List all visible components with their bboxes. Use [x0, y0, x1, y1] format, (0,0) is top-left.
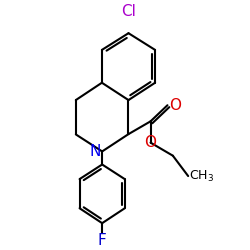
Text: O: O — [169, 98, 181, 113]
Text: N: N — [90, 144, 101, 159]
Text: Cl: Cl — [121, 4, 136, 19]
Text: CH$_3$: CH$_3$ — [189, 168, 214, 184]
Text: O: O — [144, 135, 156, 150]
Text: F: F — [98, 233, 106, 248]
